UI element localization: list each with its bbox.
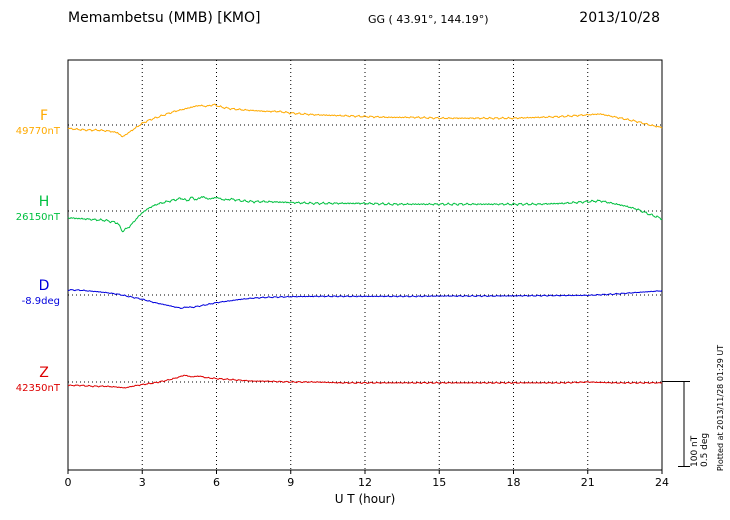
x-tick-label: 9 <box>287 476 295 489</box>
x-axis-label: U T (hour) <box>334 492 396 506</box>
trace-Z <box>68 374 663 389</box>
x-tick-label: 12 <box>358 476 372 489</box>
x-tick-label: 3 <box>138 476 146 489</box>
x-axis-tick-labels: 0 3 6 9 12 15 18 21 24 <box>0 476 730 490</box>
geographic-coords: GG ( 43.91°, 144.19°) <box>368 13 489 26</box>
series-baseline-value-F: 49770nT <box>15 126 60 137</box>
scale-bar-nT-label: 100 nT <box>690 435 700 467</box>
observation-date: 2013/10/28 <box>579 10 660 26</box>
series-letter-F: F <box>39 108 49 124</box>
trace-F <box>67 103 663 138</box>
x-tick-label: 18 <box>506 476 521 489</box>
series-baseline-value-Z: 42350nT <box>15 383 60 394</box>
series-baseline-value-H: 26150nT <box>15 212 60 223</box>
scale-bar-deg-label: 0.5 deg <box>700 432 710 467</box>
trace-D <box>67 289 663 309</box>
trace-H <box>67 196 663 233</box>
x-tick-label: 0 <box>64 476 72 489</box>
scale-bar-label: 100 nT 0.5 deg <box>690 397 710 467</box>
x-tick-label: 6 <box>213 476 220 489</box>
plotted-at-note: Plotted at 2013/11/28 01:29 UT <box>716 344 725 472</box>
x-tick-label: 24 <box>655 476 669 489</box>
x-tick-label: 15 <box>432 476 447 489</box>
station-title: Memambetsu (MMB) [KMO] <box>68 10 261 26</box>
series-letter-H: H <box>38 194 50 210</box>
series-letter-Z: Z <box>39 365 49 381</box>
series-letter-D: D <box>38 278 50 294</box>
series-baseline-value-D: -8.9deg <box>21 296 60 307</box>
x-tick-label: 21 <box>580 476 595 489</box>
